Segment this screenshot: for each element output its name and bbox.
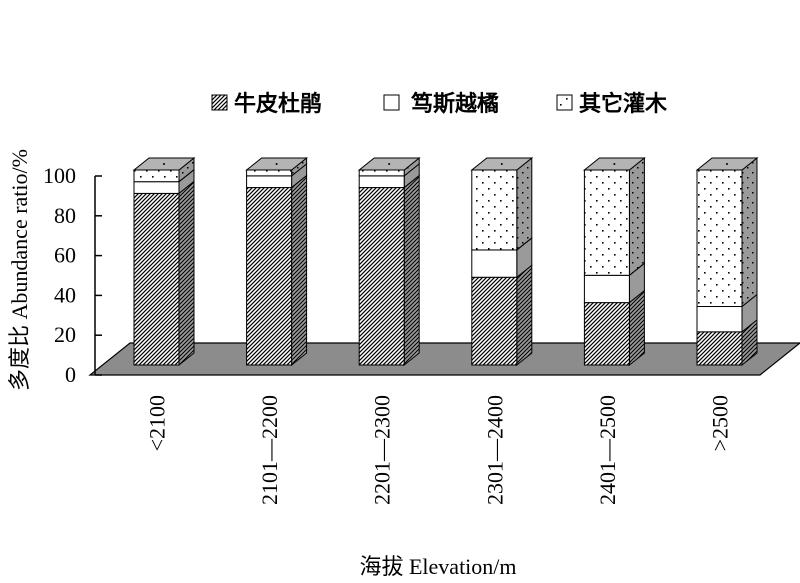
legend-swatch-1 [383, 94, 400, 111]
x-tick-label: <2100 [145, 395, 170, 451]
bar-top-dot [275, 163, 278, 165]
x-tick-label: 2201—2300 [370, 395, 395, 505]
legend-swatch-0 [211, 94, 228, 111]
bar-segment [133, 181, 180, 194]
bar-segment [133, 169, 180, 183]
bar-segment [358, 187, 405, 366]
bar-side [291, 174, 308, 367]
y-tick-label: 40 [54, 282, 76, 307]
legend-swatch-2 [556, 94, 573, 111]
bar-segment [246, 169, 293, 177]
bar-side [628, 156, 645, 277]
x-tick-label: >2500 [708, 395, 733, 451]
bar-group [245, 156, 309, 367]
legend: 牛皮杜鹃 笃斯越橘 其它灌木 [211, 91, 668, 117]
bar-group [132, 156, 196, 367]
y-tick-label: 100 [43, 163, 76, 188]
y-tick-label: 60 [54, 243, 76, 268]
bar-side [516, 264, 533, 367]
bar-segment [246, 175, 293, 189]
bar-segment [696, 306, 743, 333]
x-axis-title: 海拔 Elevation/m [359, 554, 516, 579]
legend-label-0: 牛皮杜鹃 [234, 91, 322, 117]
bar-segment [246, 187, 293, 366]
bar-side [403, 174, 420, 367]
x-tick-label: 2401—2500 [595, 395, 620, 505]
bar-group [357, 156, 421, 367]
bar-side [178, 180, 195, 367]
bar-segment [583, 274, 630, 304]
bar-segment [133, 192, 180, 366]
bar-segment [358, 175, 405, 189]
bar-segment [583, 169, 630, 276]
y-tick-label: 20 [54, 322, 76, 347]
bar-top-dot [163, 163, 165, 165]
x-tick-label: 2101—2200 [257, 395, 282, 505]
bar-segment [471, 169, 518, 251]
bar-group [582, 156, 646, 367]
bar-segment [696, 169, 743, 307]
bar-segment [696, 331, 743, 366]
bar-segment [471, 249, 518, 278]
bar-segment [358, 169, 405, 177]
x-tick-label: 2301—2400 [482, 395, 507, 505]
bar-side [628, 289, 645, 367]
bar-top-dot [613, 163, 616, 165]
bar-top-dot [500, 163, 503, 165]
bar-top-dot [388, 163, 391, 165]
bar-group [695, 156, 759, 367]
legend-label-1: 笃斯越橘 [410, 91, 499, 117]
floor-plane [88, 342, 800, 376]
y-tick-label: 80 [54, 203, 76, 228]
bar-side [741, 156, 758, 308]
bar-segment [583, 302, 630, 366]
y-tick-label: 0 [65, 362, 76, 387]
bar-segment [471, 276, 518, 366]
bar-group [470, 156, 534, 367]
bar-top-dot [726, 163, 728, 165]
legend-label-2: 其它灌木 [579, 91, 668, 117]
y-axis-title: 多度比 Abundance ratio/% [7, 149, 32, 391]
bar-side [516, 156, 533, 251]
